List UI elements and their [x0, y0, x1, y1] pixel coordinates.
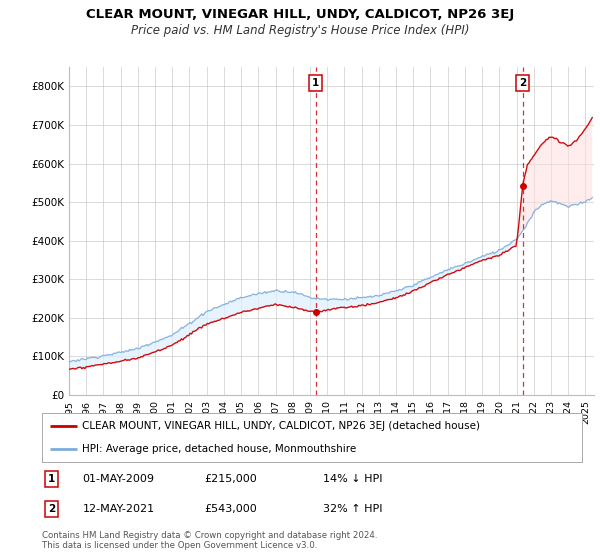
- Text: 1: 1: [48, 474, 55, 484]
- Text: Price paid vs. HM Land Registry's House Price Index (HPI): Price paid vs. HM Land Registry's House …: [131, 24, 469, 36]
- Text: 1: 1: [312, 78, 319, 87]
- Text: 01-MAY-2009: 01-MAY-2009: [83, 474, 155, 484]
- Text: 32% ↑ HPI: 32% ↑ HPI: [323, 504, 382, 514]
- Text: 2: 2: [48, 504, 55, 514]
- Text: £215,000: £215,000: [204, 474, 257, 484]
- Text: 14% ↓ HPI: 14% ↓ HPI: [323, 474, 382, 484]
- Text: Contains HM Land Registry data © Crown copyright and database right 2024.
This d: Contains HM Land Registry data © Crown c…: [42, 531, 377, 550]
- Text: 2: 2: [519, 78, 527, 87]
- Text: HPI: Average price, detached house, Monmouthshire: HPI: Average price, detached house, Monm…: [83, 444, 357, 454]
- Text: 12-MAY-2021: 12-MAY-2021: [83, 504, 155, 514]
- Text: CLEAR MOUNT, VINEGAR HILL, UNDY, CALDICOT, NP26 3EJ (detached house): CLEAR MOUNT, VINEGAR HILL, UNDY, CALDICO…: [83, 421, 481, 431]
- Text: CLEAR MOUNT, VINEGAR HILL, UNDY, CALDICOT, NP26 3EJ: CLEAR MOUNT, VINEGAR HILL, UNDY, CALDICO…: [86, 8, 514, 21]
- Text: £543,000: £543,000: [204, 504, 257, 514]
